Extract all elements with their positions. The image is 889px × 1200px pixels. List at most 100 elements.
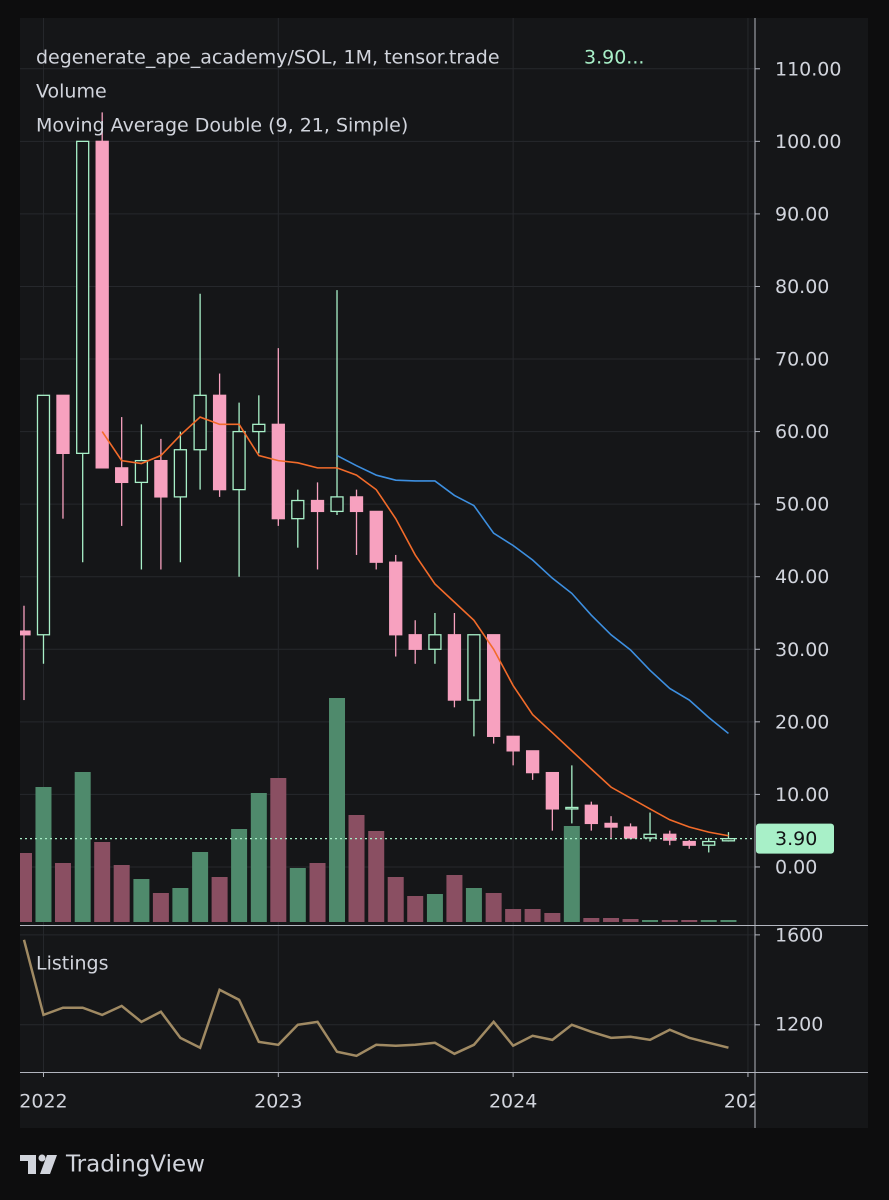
volume-bar bbox=[133, 879, 150, 922]
candle-body bbox=[643, 833, 657, 839]
y-tick-label: 10.00 bbox=[775, 784, 829, 806]
candle-body bbox=[291, 499, 305, 520]
moving-average-line bbox=[336, 454, 729, 735]
candle-body bbox=[349, 496, 364, 513]
volume-bar bbox=[54, 863, 71, 922]
candle-body bbox=[56, 394, 70, 455]
y-tick-label: 50.00 bbox=[775, 494, 829, 516]
volume-bar bbox=[426, 894, 443, 922]
y-tick-label: 70.00 bbox=[775, 349, 829, 371]
candle-body bbox=[545, 771, 559, 810]
volume-bar bbox=[94, 842, 111, 922]
candle-body bbox=[36, 394, 51, 636]
candle-body bbox=[702, 840, 716, 846]
volume-bar bbox=[563, 826, 580, 922]
y-tick-label: 30.00 bbox=[775, 639, 829, 661]
volume-bar bbox=[309, 863, 326, 922]
volume-bar bbox=[211, 877, 228, 922]
candle-body bbox=[95, 140, 109, 469]
x-tick-label: 2023 bbox=[254, 1091, 302, 1113]
candle-body bbox=[408, 634, 422, 650]
volume-bar bbox=[465, 888, 482, 922]
candle-body bbox=[584, 804, 598, 825]
volume-bar bbox=[505, 909, 522, 922]
volume-bar bbox=[661, 920, 678, 922]
candle-body bbox=[565, 806, 579, 810]
x-tick-label: 2024 bbox=[489, 1091, 537, 1113]
volume-bar bbox=[270, 778, 287, 922]
candle-body bbox=[193, 394, 207, 451]
y-tick-label: 90.00 bbox=[775, 203, 829, 225]
volume-bar bbox=[485, 893, 502, 922]
volume-bar bbox=[20, 853, 32, 922]
y-tick-label: 20.00 bbox=[775, 711, 829, 733]
candle-body bbox=[486, 634, 501, 737]
candle-body bbox=[173, 449, 188, 498]
y-tick-label: 110.00 bbox=[775, 58, 841, 80]
volume-bar bbox=[583, 918, 600, 922]
listings-pane bbox=[22, 939, 729, 1058]
candle-body bbox=[682, 840, 696, 846]
candle-body bbox=[525, 750, 540, 774]
candle-body bbox=[506, 735, 520, 752]
candle-body bbox=[663, 833, 677, 841]
volume-bar bbox=[289, 868, 306, 922]
candle-body bbox=[115, 467, 129, 484]
logo-shape bbox=[38, 1154, 46, 1162]
volume-bar bbox=[700, 920, 717, 922]
volume-bar bbox=[387, 877, 404, 922]
candle-body bbox=[252, 423, 266, 433]
volume-bar bbox=[250, 793, 267, 922]
candle-body bbox=[20, 630, 31, 636]
candle-body bbox=[76, 140, 90, 455]
volume-bar bbox=[172, 888, 189, 922]
y-tick-label: 0.00 bbox=[775, 856, 817, 878]
title-value: 3.90... bbox=[584, 47, 644, 69]
volume-bar bbox=[192, 852, 209, 922]
last-price-label: 3.90 bbox=[775, 828, 817, 850]
candle-body bbox=[389, 561, 403, 636]
price-pane bbox=[20, 112, 755, 922]
volume-bar bbox=[407, 896, 424, 922]
volume-bar bbox=[544, 913, 561, 922]
volume-bar bbox=[348, 815, 365, 922]
y-tick-label: 1200 bbox=[775, 1013, 823, 1035]
chart-title: degenerate_ape_academy/SOL, 1M, tensor.t… bbox=[36, 47, 500, 69]
volume-bar bbox=[152, 893, 169, 922]
price-axis: 110.00 100.00 90.00 80.00 70.00 60.00 50.00 40.… bbox=[755, 58, 841, 1035]
volume-bar bbox=[524, 909, 541, 922]
volume-bar bbox=[231, 829, 248, 922]
brand-name: TradingView bbox=[65, 1152, 205, 1178]
candle-body bbox=[447, 634, 462, 701]
volume-legend: Volume bbox=[36, 81, 107, 103]
chart-panel bbox=[20, 18, 868, 1128]
volume-bar bbox=[74, 772, 91, 922]
x-tick-label: 2025 bbox=[724, 1091, 772, 1113]
volume-bar bbox=[368, 831, 385, 922]
candle-body bbox=[623, 826, 638, 839]
candle-body bbox=[428, 634, 442, 650]
volume-bar bbox=[681, 920, 698, 922]
candle-body bbox=[154, 459, 168, 498]
volume-bar bbox=[329, 698, 346, 922]
volume-bar bbox=[622, 919, 639, 922]
candle-body bbox=[310, 499, 325, 513]
listings-legend: Listings bbox=[36, 953, 109, 975]
candle-body bbox=[134, 459, 149, 484]
volume-bar bbox=[113, 865, 130, 922]
candle-body bbox=[604, 822, 618, 828]
indicator-legend: Moving Average Double (9, 21, Simple) bbox=[36, 115, 408, 137]
candle-body bbox=[330, 496, 344, 513]
candle-body bbox=[212, 394, 227, 491]
candle-body bbox=[232, 430, 246, 491]
time-axis: 2022 2023 2024 2025 bbox=[20, 1073, 772, 1113]
y-tick-label: 100.00 bbox=[775, 131, 841, 153]
y-tick-label: 40.00 bbox=[775, 566, 829, 588]
y-tick-label: 80.00 bbox=[775, 276, 829, 298]
series-line bbox=[22, 939, 729, 1058]
volume-bar bbox=[720, 920, 737, 922]
candle-body bbox=[467, 634, 481, 701]
tradingview-logo[interactable]: TradingView bbox=[20, 1152, 205, 1178]
volume-bar bbox=[446, 875, 463, 922]
